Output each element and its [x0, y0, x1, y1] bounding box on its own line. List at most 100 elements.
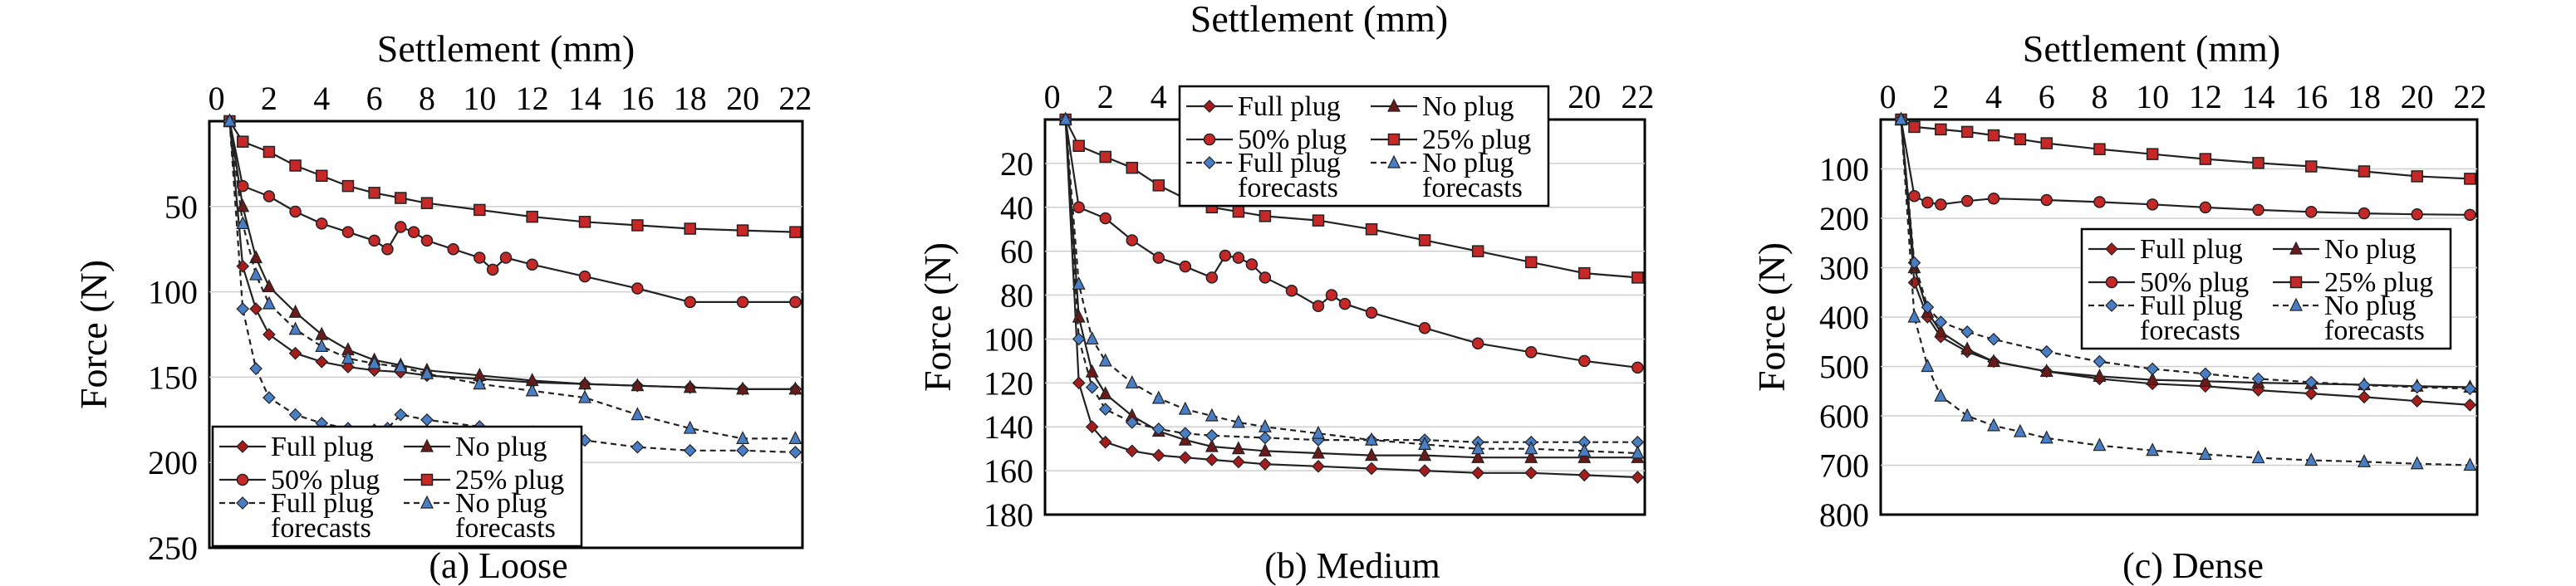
y-tick-label: 500 [1819, 349, 1869, 386]
y-tick-label: 40 [1000, 189, 1033, 227]
data-point [2013, 423, 2027, 437]
data-point [289, 205, 302, 218]
data-point [2358, 390, 2371, 404]
data-point [473, 203, 486, 217]
data-point [526, 210, 538, 223]
data-point [1152, 251, 1165, 264]
x-tick-label: 0 [209, 80, 225, 117]
data-point [2358, 165, 2371, 178]
legend-label: No plug [2324, 234, 2417, 265]
data-point [341, 350, 355, 364]
series-25pct-plug [223, 115, 802, 238]
legend-marker [1387, 98, 1401, 112]
data-point [631, 219, 644, 232]
data-point [236, 216, 250, 229]
data-point [1987, 354, 2000, 368]
data-point [2464, 173, 2476, 185]
data-point [249, 362, 263, 375]
data-point [1205, 408, 1219, 422]
data-point [1325, 289, 1338, 301]
data-point [1085, 364, 1099, 378]
x-tick-label: 20 [1568, 78, 1601, 115]
data-point [789, 295, 802, 309]
data-point [420, 365, 434, 379]
y-axis-title: Force (N) [72, 260, 115, 409]
data-point [2463, 457, 2477, 471]
data-point [1151, 390, 1165, 404]
legend-label: 50% plug [2140, 267, 2249, 298]
x-tick-label: 2 [1097, 78, 1114, 115]
data-point [736, 295, 749, 309]
data-point [1921, 196, 1934, 209]
data-point [631, 378, 645, 392]
data-point [1312, 214, 1325, 227]
legend-item-no-plug-forecasts: No plug forecasts [1371, 148, 1523, 203]
x-tick-label: 22 [2453, 78, 2486, 115]
data-point [2093, 369, 2107, 382]
x-tick-label: 16 [2294, 78, 2328, 115]
x-tick-label: 2 [261, 80, 277, 117]
data-point [2411, 208, 2423, 221]
y-tick-label: 300 [1819, 250, 1869, 287]
data-point [262, 295, 276, 310]
legend-item-full-plug: Full plug [2088, 234, 2243, 265]
legend-item-50pct-plug: 50% plug [219, 465, 380, 496]
y-tick-label: 140 [984, 408, 1033, 446]
data-point [1178, 451, 1192, 465]
legend-item-no-plug: No plug [1371, 91, 1514, 122]
data-point [1578, 266, 1591, 280]
data-point [578, 389, 591, 403]
data-point [1099, 212, 1111, 225]
y-tick-label: 400 [1819, 299, 1869, 336]
data-point [368, 234, 380, 247]
legend-marker [2105, 276, 2118, 289]
data-point [2039, 344, 2053, 359]
x-tick-label: 8 [2091, 78, 2107, 115]
x-tick-label: 0 [1880, 78, 1896, 115]
data-point [2358, 207, 2371, 220]
x-tick-label: 6 [2039, 78, 2055, 115]
data-point [1098, 386, 1112, 400]
data-point [381, 242, 394, 256]
data-point [447, 242, 459, 256]
legend-marker [1387, 133, 1401, 146]
panel-caption: (b) Medium [1264, 545, 1440, 586]
data-point [341, 226, 355, 238]
x-tick-label: 20 [726, 80, 759, 117]
y-tick-label: 200 [148, 444, 198, 481]
legend-item-no-plug: No plug [404, 432, 547, 462]
data-point [1908, 189, 1921, 203]
data-point [236, 302, 250, 316]
data-point [631, 440, 645, 454]
legend-marker [2289, 276, 2303, 289]
data-point [407, 226, 420, 238]
data-point [736, 431, 750, 445]
data-point [2146, 362, 2159, 376]
data-point [1934, 324, 1948, 338]
y-tick-label: 120 [984, 364, 1033, 402]
data-point [263, 328, 276, 341]
data-point [1578, 354, 1591, 368]
legend-label: 25% plug [455, 465, 564, 496]
legend-marker [1203, 156, 1216, 169]
data-point [1987, 332, 2000, 346]
legend-item-50pct-plug: 50% plug [1186, 125, 1347, 155]
x-tick-label: 4 [1151, 78, 1167, 115]
legend-marker [2105, 242, 2118, 256]
data-point [1126, 161, 1139, 174]
data-point [788, 446, 802, 459]
data-point [2040, 193, 2053, 207]
data-point [2411, 170, 2423, 183]
legend-marker [2289, 297, 2303, 311]
data-point [684, 295, 696, 309]
data-point [263, 190, 276, 203]
x-tick-label: 16 [621, 80, 654, 117]
legend-label: No plug forecasts [2324, 291, 2425, 346]
data-point [2093, 437, 2107, 452]
x-tick-label: 18 [674, 80, 707, 117]
data-point [683, 420, 697, 434]
